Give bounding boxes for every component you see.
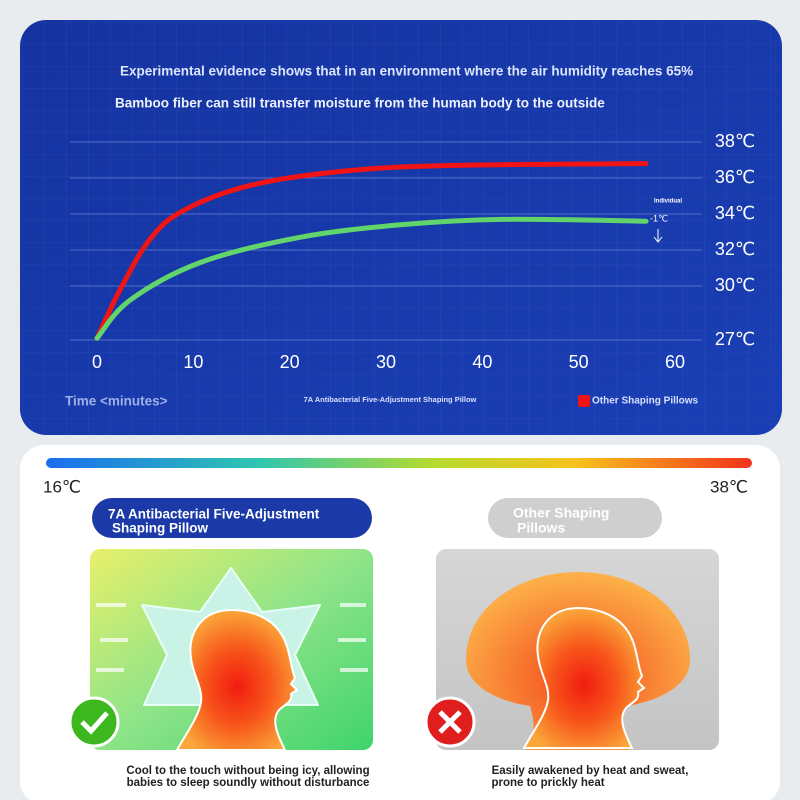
legend-swatch (578, 395, 590, 407)
y-tick-label: 38℃ (715, 131, 755, 151)
line-series (94, 216, 649, 341)
y-tick-label: 36℃ (715, 167, 755, 187)
x-tick-label: 10 (183, 352, 203, 372)
x-tick-label: 60 (665, 352, 685, 372)
scale-max-label: 38℃ (710, 477, 748, 496)
x-tick-label: 50 (569, 352, 589, 372)
right-heading-badge (488, 498, 662, 538)
legend-label: Other Shaping Pillows (592, 396, 699, 407)
panel-grid (20, 20, 782, 435)
x-tick-label: 20 (280, 352, 300, 372)
x-tick-label: 40 (472, 352, 492, 372)
right-caption: prone to prickly heat (491, 777, 604, 789)
right-illustration (424, 549, 719, 750)
left-heading-badge (92, 498, 372, 538)
legend-label: 7A Antibacterial Five-Adjustment Shaping… (304, 395, 477, 404)
chart-title: Experimental evidence shows that in an e… (120, 64, 693, 79)
line-series (94, 161, 649, 341)
left-caption: Cool to the touch without being icy, all… (126, 765, 369, 777)
annotation: Individual (654, 199, 682, 205)
annotation-arrow (653, 229, 663, 243)
y-tick-label: 30℃ (715, 275, 755, 295)
left-heading: Shaping Pillow (112, 521, 209, 536)
annotation: -1℃ (650, 213, 668, 223)
right-caption: Easily awakened by heat and sweat, (492, 765, 689, 777)
chart-subtitle: Bamboo fiber can still transfer moisture… (115, 96, 605, 111)
y-tick-label: 32℃ (715, 239, 755, 259)
left-heading: 7A Antibacterial Five-Adjustment (108, 507, 320, 522)
y-tick-label: 34℃ (715, 203, 755, 223)
scale-min-label: 16℃ (43, 477, 81, 496)
x-tick-label: 0 (92, 352, 102, 372)
right-heading: Other Shaping (513, 505, 609, 521)
left-illustration (68, 549, 373, 751)
right-heading: Pillows (517, 520, 565, 536)
x-axis-label: Time <minutes> (65, 394, 168, 409)
y-tick-label: 27℃ (715, 329, 755, 349)
temperature-scale (46, 458, 752, 468)
left-caption: babies to sleep soundly without disturba… (127, 777, 370, 789)
x-tick-label: 30 (376, 352, 396, 372)
